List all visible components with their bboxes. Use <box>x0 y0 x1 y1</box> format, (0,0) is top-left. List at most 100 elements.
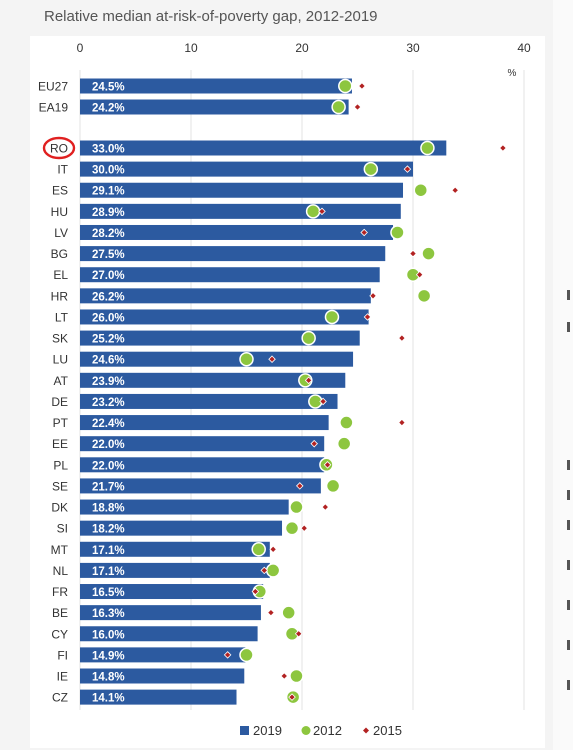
x-tick-label: 0 <box>77 41 84 55</box>
marker-2015 <box>318 207 326 216</box>
marker-2015 <box>321 503 330 511</box>
bar-value-label: 16.0% <box>92 629 125 641</box>
marker-2012 <box>289 668 304 684</box>
bar-value-label: 14.8% <box>92 672 125 684</box>
category-label: MT <box>51 543 69 557</box>
marker-2012 <box>284 520 300 536</box>
category-label: DE <box>51 395 68 409</box>
marker-2015 <box>300 524 308 532</box>
bar <box>80 647 246 663</box>
marker-2012 <box>421 246 436 261</box>
bar <box>80 351 354 367</box>
marker-2015 <box>358 82 366 90</box>
marker-2015 <box>310 439 318 448</box>
bar-value-label: 28.9% <box>92 207 125 219</box>
marker-2012 <box>289 499 304 515</box>
bar <box>80 288 371 304</box>
marker-2015 <box>268 355 276 363</box>
bar <box>80 584 264 600</box>
marker-2015 <box>319 397 327 406</box>
bar <box>80 436 325 452</box>
category-label: AT <box>54 374 69 388</box>
bar <box>80 415 329 431</box>
category-label: HR <box>51 289 69 303</box>
marker-2015 <box>269 545 277 554</box>
marker-2015 <box>280 672 289 680</box>
adjacent-page-text-fragment <box>567 640 570 650</box>
category-label: FR <box>52 585 68 599</box>
adjacent-page-text-fragment <box>567 520 570 530</box>
category-label: IT <box>57 163 68 177</box>
adjacent-page-text-fragment <box>567 460 570 470</box>
marker-2015 <box>409 249 417 258</box>
unit-label: % <box>508 68 517 79</box>
bar-value-label: 24.2% <box>92 103 125 115</box>
bar-value-label: 16.3% <box>92 608 125 620</box>
x-tick-label: 20 <box>295 41 309 55</box>
marker-2012 <box>331 99 346 115</box>
legend-label-2015: 2015 <box>373 723 402 738</box>
category-label: PL <box>53 458 68 472</box>
x-tick-label: 40 <box>517 41 531 55</box>
marker-2015 <box>353 103 362 111</box>
marker-2012 <box>339 415 354 430</box>
bar <box>80 626 258 642</box>
category-label: DK <box>51 501 68 515</box>
marker-2015 <box>323 461 332 469</box>
marker-2015 <box>451 186 459 195</box>
marker-2015 <box>223 651 232 659</box>
category-label: FI <box>57 648 68 662</box>
bar <box>80 520 283 536</box>
category-label: NL <box>53 564 69 578</box>
category-label: CZ <box>52 691 68 705</box>
category-label: EL <box>53 268 68 282</box>
adjacent-page-text-fragment <box>567 600 570 610</box>
category-label: EE <box>52 437 68 451</box>
category-label: HU <box>51 205 68 219</box>
marker-2012 <box>363 161 379 177</box>
marker-2012 <box>324 309 340 325</box>
marker-2015 <box>369 292 377 300</box>
bar <box>80 78 352 94</box>
category-label: EA19 <box>39 101 69 115</box>
bar-value-label: 29.1% <box>92 186 125 198</box>
category-label: LU <box>53 353 68 367</box>
bar <box>80 393 338 409</box>
adjacent-page-text-fragment <box>567 560 570 570</box>
marker-2015 <box>267 608 275 617</box>
marker-2015 <box>415 270 424 279</box>
category-label: CY <box>51 627 68 641</box>
category-label: SI <box>57 522 68 536</box>
marker-2015 <box>398 418 406 427</box>
legend-label-2012: 2012 <box>313 723 342 738</box>
bar <box>80 605 261 621</box>
bar <box>80 203 401 219</box>
bar-value-label: 14.9% <box>92 650 125 662</box>
marker-2015 <box>294 629 303 638</box>
marker-2012 <box>338 78 353 94</box>
bar-value-label: 24.5% <box>92 82 125 94</box>
marker-2012 <box>301 330 316 346</box>
bar <box>80 562 270 578</box>
bar-value-label: 26.0% <box>92 312 125 324</box>
bar-value-label: 18.8% <box>92 503 125 515</box>
bar <box>80 457 325 473</box>
highlight-circle <box>42 136 76 160</box>
bar-value-label: 27.0% <box>92 270 125 282</box>
category-label: IE <box>57 670 68 684</box>
category-label: RO <box>50 142 68 156</box>
bar <box>80 689 237 705</box>
marker-2012 <box>265 563 281 578</box>
marker-2012 <box>305 204 321 219</box>
marker-2012 <box>420 140 435 156</box>
bar-value-label: 28.2% <box>92 228 125 240</box>
bar <box>80 478 321 494</box>
category-label: BE <box>52 606 68 620</box>
bar <box>80 246 386 262</box>
category-label: LT <box>55 310 69 324</box>
chart-title: Relative median at-risk-of-poverty gap, … <box>44 8 378 25</box>
bar-value-label: 16.5% <box>92 587 125 599</box>
category-label: LV <box>54 226 68 240</box>
bar-value-label: 23.9% <box>92 376 125 388</box>
